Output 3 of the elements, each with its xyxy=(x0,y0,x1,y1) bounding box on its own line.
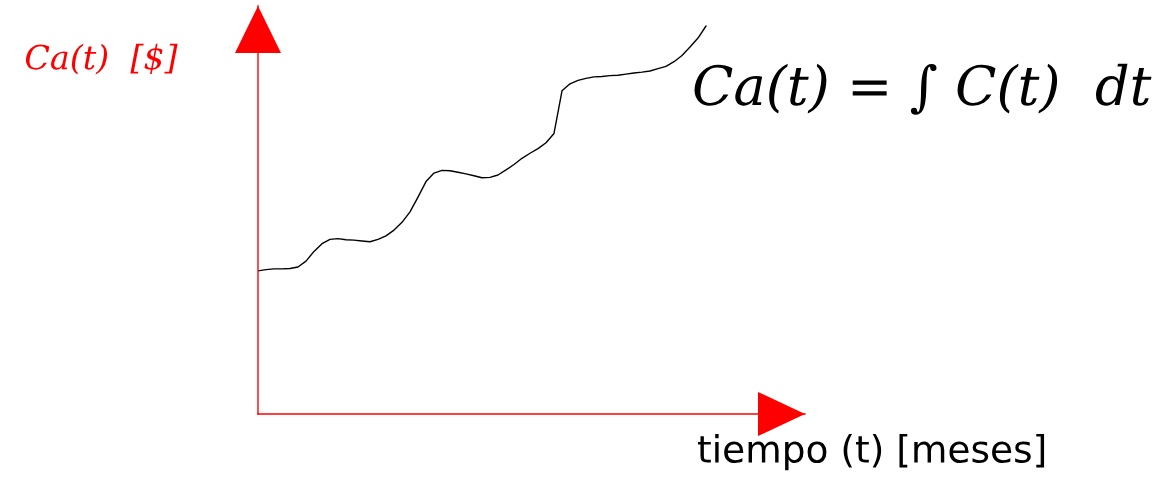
x-axis-title: tiempo (t) [meses] xyxy=(698,434,1045,471)
annotation: Ca(t) = ∫ C(t) dt xyxy=(694,63,1152,115)
y-axis-title: Ca(t) [$] xyxy=(25,43,178,75)
